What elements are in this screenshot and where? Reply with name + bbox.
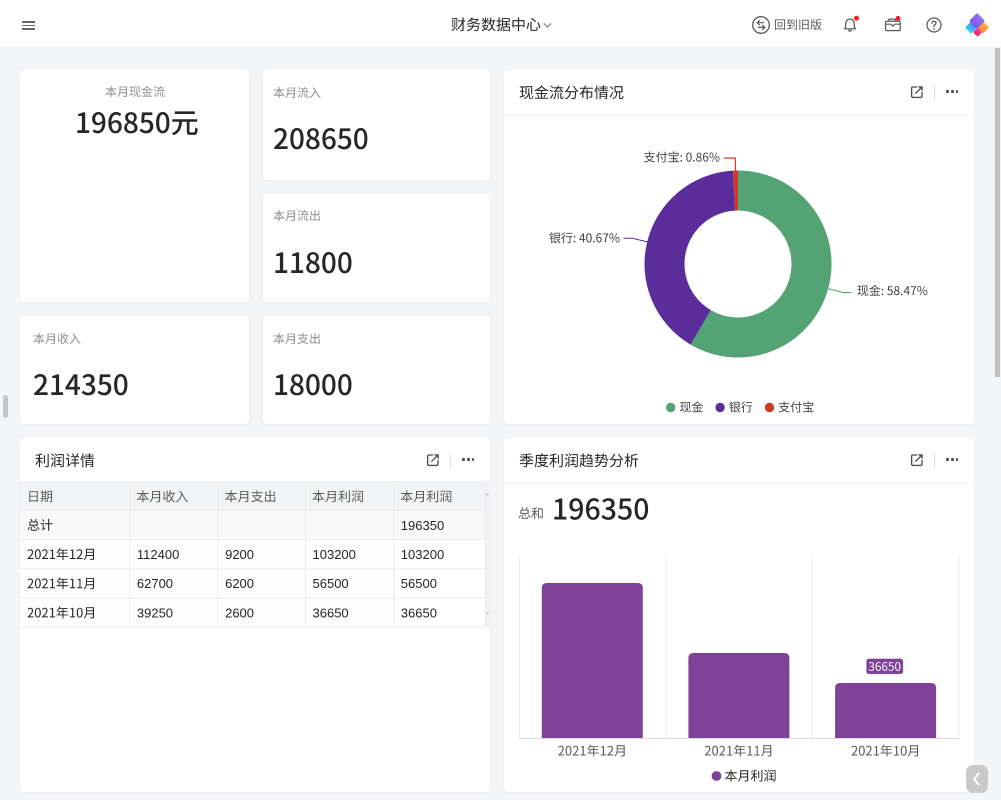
svg-text:196350: 196350 [401, 518, 444, 533]
svg-text:9200: 9200 [225, 547, 254, 562]
svg-text:62700: 62700 [137, 576, 173, 591]
svg-text:112400: 112400 [137, 547, 179, 562]
svg-text:56500: 56500 [313, 576, 349, 591]
svg-text:36650: 36650 [313, 605, 349, 620]
svg-text:103200: 103200 [401, 547, 444, 562]
svg-text:6200: 6200 [225, 576, 254, 591]
svg-text:103200: 103200 [313, 547, 356, 562]
svg-text:39250: 39250 [137, 605, 173, 620]
svg-text:36650: 36650 [401, 605, 437, 620]
svg-text:56500: 56500 [401, 576, 437, 591]
svg-text:2600: 2600 [225, 605, 254, 620]
